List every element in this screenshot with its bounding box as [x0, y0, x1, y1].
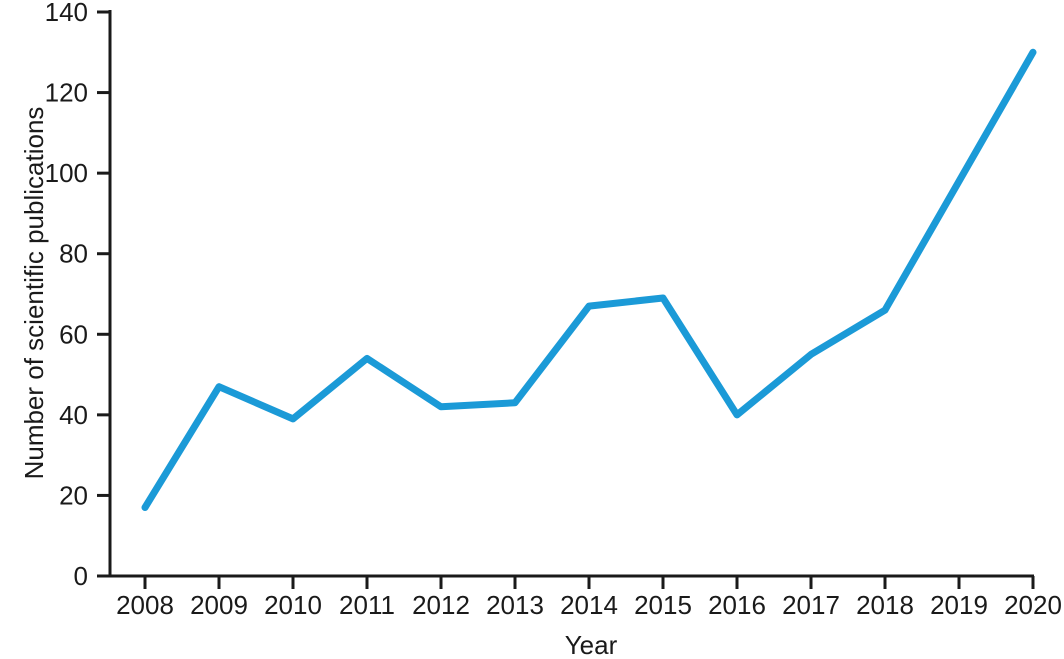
y-tick-label: 40: [59, 400, 88, 430]
x-tick-label: 2008: [116, 590, 174, 620]
x-tick-label: 2016: [708, 590, 766, 620]
publications-series-line: [141, 48, 1037, 512]
y-tick-label: 60: [59, 319, 88, 349]
x-tick-label: 2012: [412, 590, 470, 620]
y-tick-label: 100: [45, 158, 88, 188]
x-tick-label: 2009: [190, 590, 248, 620]
x-tick-label: 2010: [264, 590, 322, 620]
y-tick-label: 0: [74, 561, 88, 591]
x-tick-label: 2014: [560, 590, 618, 620]
x-tick-label: 2020: [1004, 590, 1062, 620]
y-axis-title: Number of scientific publications: [19, 107, 49, 480]
x-tick-label: 2018: [856, 590, 914, 620]
y-tick-label: 80: [59, 239, 88, 269]
x-tick-label: 2013: [486, 590, 544, 620]
x-axis-title: Year: [565, 630, 618, 659]
y-tick-label: 120: [45, 78, 88, 108]
x-tick-label: 2011: [339, 590, 395, 620]
y-tick-label: 140: [45, 0, 88, 27]
x-tick-label: 2015: [634, 590, 692, 620]
y-tick-label: 20: [59, 480, 88, 510]
x-tick-label: 2019: [930, 590, 988, 620]
x-tick-label: 2017: [782, 590, 840, 620]
